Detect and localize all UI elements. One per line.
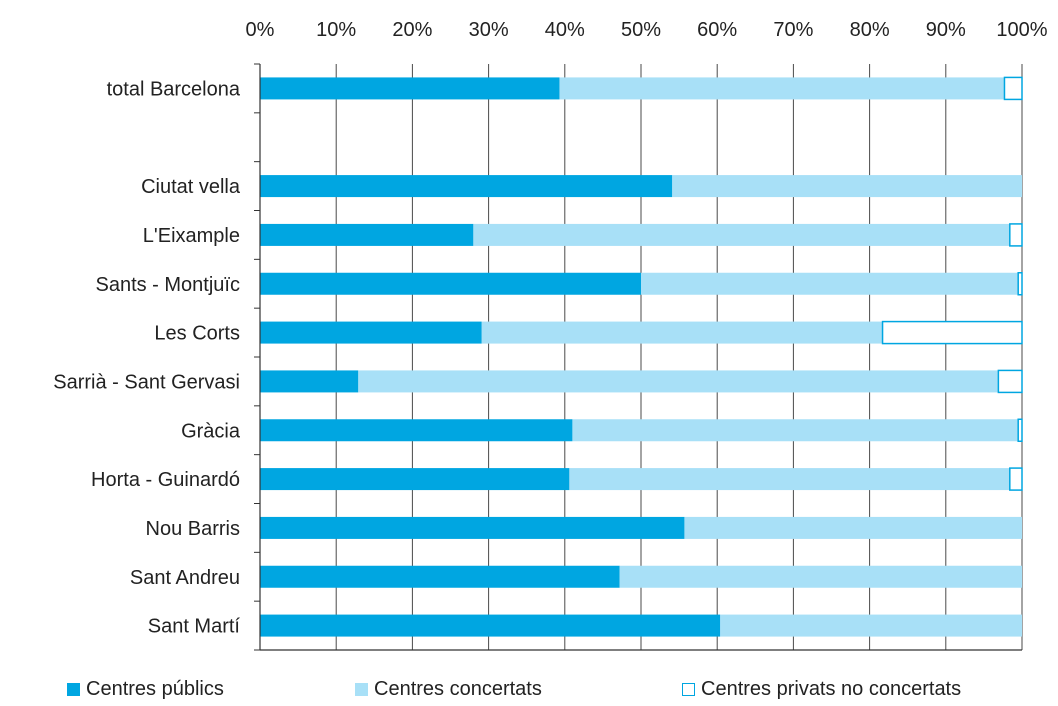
x-tick-label: 60% (697, 19, 737, 41)
category-label: Sants - Montjuïc (95, 274, 240, 296)
category-label: L'Eixample (143, 225, 240, 247)
legend-label-publics: Centres públics (86, 678, 224, 700)
bars (260, 76, 1023, 637)
bar-segment (481, 321, 883, 344)
category-label: Nou Barris (146, 518, 240, 540)
x-tick-label: 10% (316, 19, 356, 41)
bar-segment (260, 614, 721, 637)
bar-segment (1009, 467, 1023, 491)
category-label: Sant Martí (148, 616, 241, 638)
bar-segment (559, 77, 1005, 100)
bar-segment (569, 468, 1010, 491)
bar-segment (684, 516, 1022, 539)
bar-segment (260, 419, 573, 442)
bar-segment (260, 468, 570, 491)
x-tick-label: 0% (246, 19, 275, 41)
legend-swatch-publics (67, 683, 80, 696)
category-label: Les Corts (154, 323, 240, 345)
x-tick-labels: 0% 10% 20% 30% 40% 50% 60% 70% 80% 90% 100% (246, 19, 1048, 41)
bar-segment (473, 223, 1010, 246)
legend-item-centres-concertats: Centres concertats (355, 678, 542, 701)
legend-swatch-concertats (355, 683, 368, 696)
bar-segment (572, 419, 1019, 442)
bar-segment (619, 565, 1022, 588)
legend-item-centres-publics: Centres públics (67, 678, 224, 701)
bar-segment (260, 565, 620, 588)
x-tick-label: 90% (926, 19, 966, 41)
x-tick-label: 50% (621, 19, 661, 41)
x-tick-label: 30% (469, 19, 509, 41)
bar-segment (358, 370, 999, 393)
bar-segment (997, 369, 1023, 394)
legend: Centres públics Centres concertats Centr… (0, 678, 1058, 706)
bar-segment (260, 370, 359, 393)
bar-segment (260, 516, 685, 539)
x-tick-label: 80% (850, 19, 890, 41)
bar-segment (260, 272, 641, 295)
legend-item-centres-privats: Centres privats no concertats (682, 678, 961, 701)
x-tick-label: 20% (392, 19, 432, 41)
category-label: Gràcia (181, 420, 241, 442)
bar-segment (260, 77, 560, 100)
legend-label-concertats: Centres concertats (374, 678, 542, 700)
axes (254, 63, 1022, 651)
bar-segment (1017, 418, 1023, 442)
bar-segment (260, 223, 474, 246)
bar-segment (260, 175, 673, 198)
bar-segment (260, 321, 482, 344)
bar-segment (1003, 76, 1023, 101)
bar-segment (1009, 223, 1023, 247)
x-tick-label: 70% (773, 19, 813, 41)
bar-segment (720, 614, 1022, 637)
x-tick-label: 40% (545, 19, 585, 41)
gridlines (259, 64, 1023, 650)
bar-segment (1017, 272, 1023, 296)
bar-segment (881, 320, 1023, 345)
legend-swatch-privats (682, 683, 695, 696)
category-label: Ciutat vella (141, 176, 241, 198)
category-label: total Barcelona (107, 78, 241, 100)
bar-segment (641, 272, 1019, 295)
bar-segment (672, 175, 1022, 198)
category-label: Horta - Guinardó (91, 469, 240, 491)
category-label: Sant Andreu (130, 567, 240, 589)
x-tick-label: 100% (996, 19, 1047, 41)
legend-label-privats: Centres privats no concertats (701, 678, 962, 700)
stacked-bar-chart: 0% 10% 20% 30% 40% 50% 60% 70% 80% 90% 100% total … (53, 19, 1048, 651)
category-label: Sarrià - Sant Gervasi (53, 371, 240, 393)
category-labels: total Barcelona Ciutat vella L'Eixample San… (53, 78, 241, 637)
